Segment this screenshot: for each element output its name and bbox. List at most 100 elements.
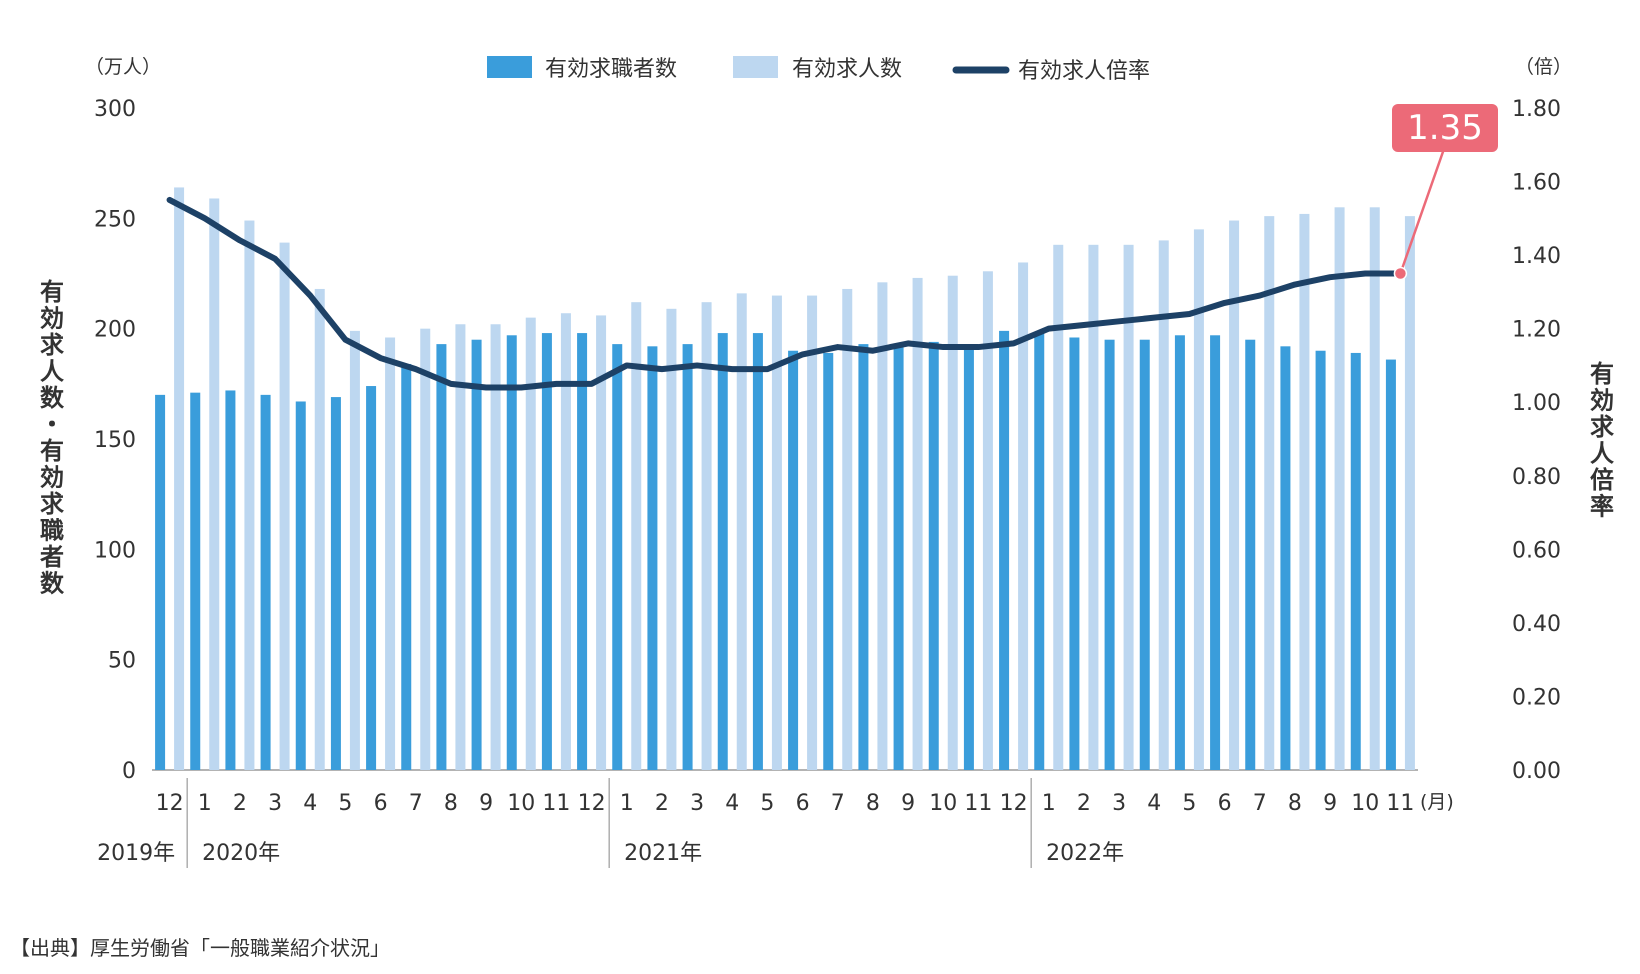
legend: 有効求職者数 有効求人数 有効求人倍率 [487,56,1150,84]
bar-job-seekers [788,350,799,770]
bar-job-openings [596,315,607,770]
bar-job-seekers [260,394,271,770]
x-tick-label: 12 [156,791,184,816]
bar-job-seekers [612,344,623,770]
bar-job-openings [1299,213,1310,771]
x-tick-label: 10 [1351,791,1379,816]
x-tick-label: 4 [303,791,317,816]
x-tick-label: 5 [760,791,774,816]
x-tick-label: 2 [233,791,247,816]
bar-job-openings [807,295,818,770]
bar-job-openings [349,330,360,770]
bar-job-seekers [1034,333,1045,770]
bar-job-seekers [1385,359,1396,770]
bar-job-openings [455,324,466,770]
x-tick-label: 3 [1112,791,1126,816]
x-tick-label: 5 [1182,791,1196,816]
bar-job-seekers [1350,352,1361,770]
bar-job-openings [912,277,923,770]
right-unit-label: （倍） [1515,56,1572,78]
annotation: 1.35 [1392,104,1498,281]
bar-job-openings [525,317,536,770]
y-left-tick-label: 300 [94,97,136,122]
bar-job-openings [1018,262,1029,770]
year-label: 2019年 [97,841,175,866]
y-left-tick-label: 0 [122,759,136,784]
x-tick-label: 10 [507,791,535,816]
ratio-line [166,196,1404,391]
bar-job-openings [701,302,712,770]
bar-job-seekers [577,333,588,770]
y-right-tick-label: 0.80 [1512,465,1561,490]
x-tick-label: 9 [901,791,915,816]
x-tick-label: 5 [338,791,352,816]
x-tick-label: 10 [929,791,957,816]
bar-job-seekers [1174,335,1185,770]
bar-job-seekers [541,333,552,770]
x-tick-label: 11 [1386,791,1414,816]
y-right-axis-title: 有効求人倍率 [1590,360,1614,521]
bar-job-seekers [999,330,1010,770]
bar-job-openings [631,302,642,770]
axis-labels: 0 50 100 150 200 250 300 0.00 0.20 0.40 0.60 0.80 1.… [40,56,1614,868]
bars [155,187,1415,771]
y-right-tick-label: 1.80 [1512,97,1561,122]
x-tick-label: 1 [198,791,212,816]
x-tick-label: 6 [374,791,388,816]
bar-job-openings [1404,216,1415,771]
bar-job-openings [1229,220,1240,771]
x-tick-label: 2 [1077,791,1091,816]
bar-job-openings [560,313,571,770]
bar-job-seekers [1280,346,1291,770]
bar-job-openings [877,282,888,770]
year-label: 2020年 [202,841,280,866]
legend-swatch-job-openings [733,56,778,78]
x-tick-label: 4 [1147,791,1161,816]
bar-job-openings [420,328,431,770]
bar-job-seekers [506,335,517,770]
x-tick-label: 8 [866,791,880,816]
y-right-tick-label: 1.40 [1512,244,1561,269]
bar-job-seekers [893,346,904,770]
legend-swatch-job-seekers [487,56,532,78]
y-left-tick-label: 100 [94,538,136,563]
bar-job-seekers [401,363,412,770]
bar-job-seekers [330,397,341,770]
bar-job-seekers [1104,339,1115,770]
x-tick-label: 9 [1323,791,1337,816]
bar-job-openings [1264,216,1275,771]
bar-job-openings [1369,207,1380,771]
y-right-tick-label: 1.60 [1512,171,1561,196]
x-tick-label: 12 [578,791,606,816]
legend-label-ratio: 有効求人倍率 [1018,59,1150,84]
bar-job-openings [666,308,677,770]
y-left-tick-label: 200 [94,318,136,343]
x-tick-label: 2 [655,791,669,816]
bar-job-seekers [190,392,201,770]
bar-job-seekers [436,344,447,770]
year-label: 2021年 [624,841,702,866]
bar-job-openings [771,295,782,770]
bar-job-openings [385,337,396,770]
bar-job-seekers [752,333,763,770]
y-left-tick-label: 250 [94,207,136,232]
y-right-tick-label: 0.20 [1512,685,1561,710]
year-label: 2022年 [1046,841,1124,866]
bar-job-openings [1088,244,1099,770]
bar-job-openings [1158,240,1169,770]
y-left-tick-label: 150 [94,428,136,453]
source-note: 【出典】厚生労働省「一般職業紹介状況」 [10,936,390,960]
annotation-leader-line [1399,145,1447,274]
x-tick-label: 7 [1253,791,1267,816]
bar-job-openings [174,187,185,770]
legend-label-job-openings: 有効求人数 [792,57,902,82]
ratio-line-path [166,196,1404,391]
bar-job-seekers [1210,335,1221,770]
bar-job-openings [209,198,220,770]
x-tick-label: 4 [725,791,739,816]
annotation-value: 1.35 [1407,108,1483,148]
bar-job-seekers [823,352,834,770]
y-left-tick-label: 50 [108,649,136,674]
